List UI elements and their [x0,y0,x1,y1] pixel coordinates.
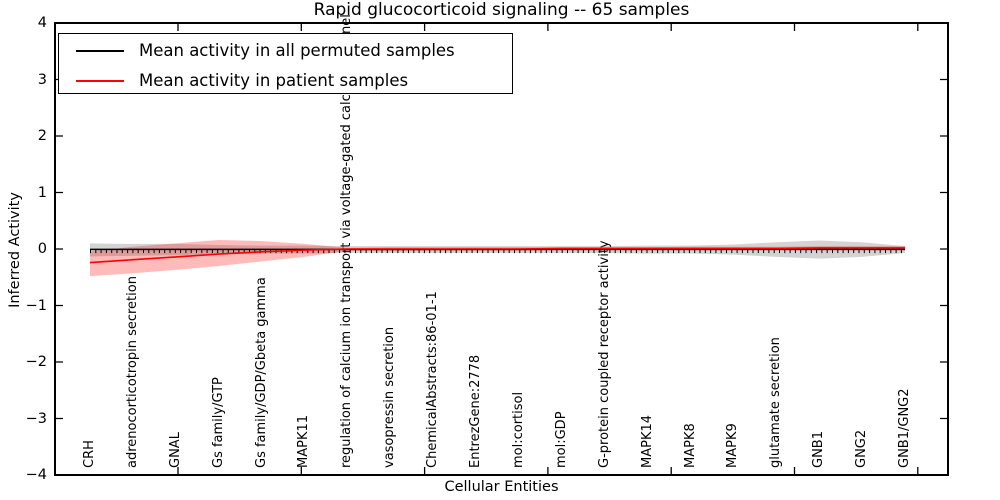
series-patient-mean-line [89,247,905,264]
legend-item-permuted: Mean activity in all permuted samples [59,37,512,64]
legend: Mean activity in all permuted samples Me… [58,33,513,94]
y-tick-label: −4 [25,467,47,483]
y-tick-label: −1 [25,297,47,314]
legend-item-patient: Mean activity in patient samples [59,67,512,94]
y-tick-label: 2 [37,128,47,144]
y-tick-label: 1 [37,184,47,201]
y-tick-label: 4 [37,15,47,31]
plot-border [54,22,949,476]
y-tick-label: −3 [25,410,47,427]
legend-label-patient: Mean activity in patient samples [139,71,409,90]
patient-line-swatch [76,79,124,82]
y-tick-label: 0 [37,241,47,257]
legend-label-permuted: Mean activity in all permuted samples [139,41,455,60]
permuted-line-swatch [76,49,124,52]
y-tick-label: 3 [37,71,47,88]
y-tick-label: −2 [25,354,47,370]
x-axis-label: Cellular Entities [444,479,559,495]
